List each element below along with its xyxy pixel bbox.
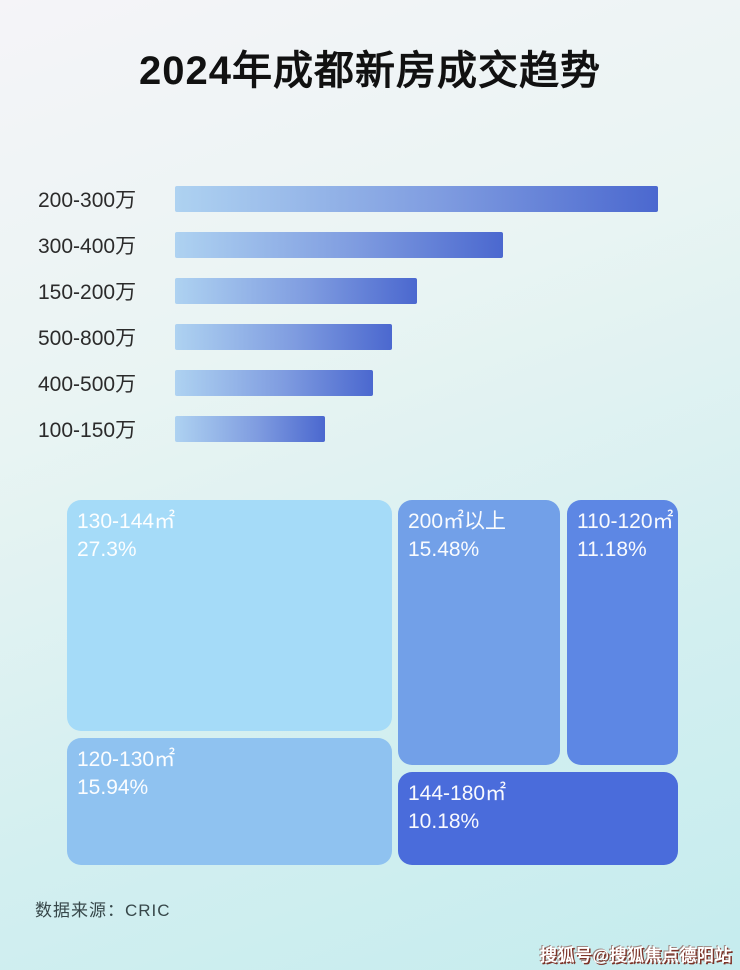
bar-row: 150-200万 [38, 278, 658, 304]
bar-label: 500-800万 [38, 327, 137, 350]
bar-label: 200-300万 [38, 189, 137, 212]
bar-track [175, 370, 658, 396]
treemap-cell-130-144: 130-144㎡ 27.3% [67, 500, 392, 731]
treemap-cell-value: 27.3% [77, 538, 137, 561]
treemap-cell-120-130: 120-130㎡ 15.94% [67, 738, 392, 865]
treemap-cell-label: 200㎡以上 [408, 510, 507, 533]
bar-label: 300-400万 [38, 235, 137, 258]
bar-track [175, 232, 658, 258]
bar-row: 200-300万 [38, 186, 658, 212]
treemap-cell-label: 130-144㎡ [77, 510, 176, 533]
bar-track [175, 186, 658, 212]
bar-track [175, 416, 658, 442]
sohu-watermark: 搜狐号@搜狐焦点德阳站 [539, 946, 732, 965]
bar-fill [175, 370, 374, 396]
bar-fill [175, 416, 325, 442]
treemap-cell-144-180: 144-180㎡ 10.18% [398, 772, 678, 865]
treemap-cell-label: 110-120㎡ [577, 510, 674, 533]
bar-fill [175, 278, 417, 304]
bar-label: 400-500万 [38, 373, 137, 396]
treemap-cell-value: 10.18% [408, 810, 480, 833]
treemap-cell-label: 144-180㎡ [408, 782, 507, 805]
treemap-cell-value: 15.94% [77, 776, 149, 799]
treemap-cell-110-120: 110-120㎡ 11.18% [567, 500, 678, 765]
bar-track [175, 278, 658, 304]
bar-fill [175, 324, 393, 350]
treemap-cell-label: 120-130㎡ [77, 748, 176, 771]
treemap-cell-200-plus: 200㎡以上 15.48% [398, 500, 560, 765]
bar-row: 100-150万 [38, 416, 658, 442]
treemap-cell-value: 11.18% [577, 538, 647, 561]
bar-row: 400-500万 [38, 370, 658, 396]
bar-row: 500-800万 [38, 324, 658, 350]
data-source-label: 数据来源：CRIC [35, 901, 171, 920]
bar-label: 100-150万 [38, 419, 137, 442]
price-bar-chart: 200-300万 300-400万 150-200万 500-800万 400-… [38, 186, 658, 462]
bar-fill [175, 232, 504, 258]
treemap-cell-value: 15.48% [408, 538, 480, 561]
page-title: 2024年成都新房成交趋势 [139, 49, 601, 93]
area-treemap: 130-144㎡ 27.3% 120-130㎡ 15.94% 200㎡以上 15… [65, 496, 680, 867]
bar-row: 300-400万 [38, 232, 658, 258]
bar-track [175, 324, 658, 350]
bar-label: 150-200万 [38, 281, 137, 304]
bar-fill [175, 186, 658, 212]
